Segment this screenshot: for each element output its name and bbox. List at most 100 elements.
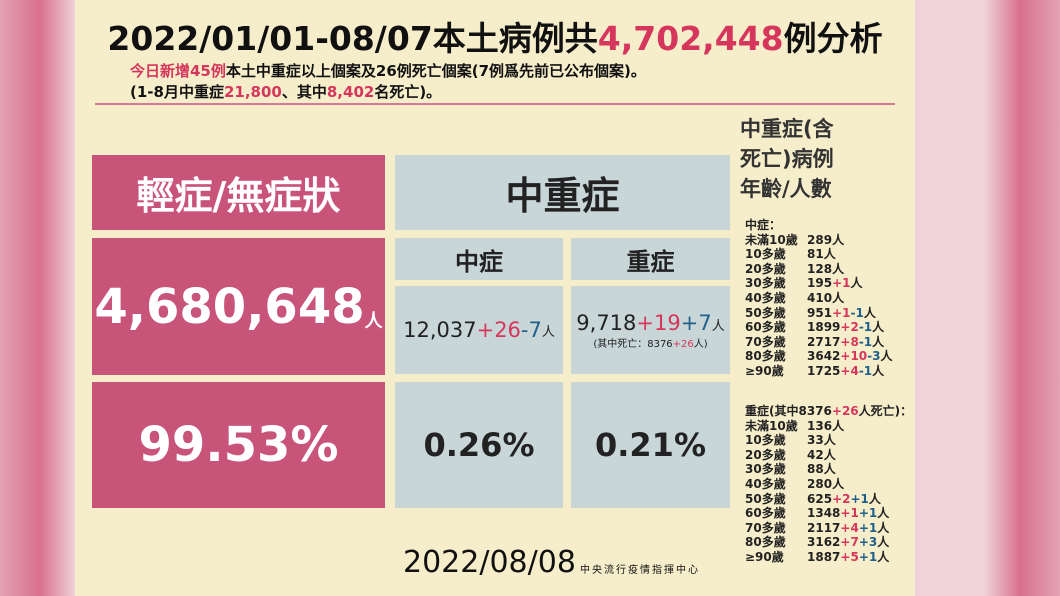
count: 128 <box>807 261 833 276</box>
unit: 人 <box>832 418 845 433</box>
change: -1 <box>858 320 873 335</box>
subtitle-text: 今日新增45例 <box>130 62 226 80</box>
count: 3162 <box>807 535 841 550</box>
title-number: 4,702,448 <box>597 19 784 58</box>
unit: 人 <box>850 276 863 291</box>
title: 2022/01/01-08/07本土病例共4,702,448例分析 <box>75 12 915 60</box>
divider <box>95 103 895 105</box>
unit: 人 <box>832 476 845 491</box>
subtitle: (1-8月中重症21,800、其中8,402名死亡)。 <box>130 81 441 102</box>
count: 280 <box>807 476 833 491</box>
subtitle-text: 、其中 <box>281 83 327 101</box>
subtitle-text: 本土中重症以上個案及26例死亡個案(7例爲先前已公布個案)。 <box>225 62 646 80</box>
change: +1 <box>858 549 878 564</box>
unit: 人 <box>832 261 845 276</box>
unit: 人 <box>823 447 836 462</box>
count: 33 <box>807 433 824 448</box>
value: 12,037 <box>403 318 477 342</box>
age-row: 未滿10歲 289人 <box>745 233 893 248</box>
age-row: ≥90歲 1725+4-1人 <box>745 364 893 379</box>
change: +7 <box>840 535 859 550</box>
subtitle-text: (1-8月中重症 <box>130 83 224 101</box>
count: 951 <box>807 305 833 320</box>
label-text: 重症(其中8376 <box>745 404 832 418</box>
count: 1725 <box>807 363 841 378</box>
unit: 人 <box>863 305 876 320</box>
age-row: 70多歲 2117+4+1人 <box>745 521 912 536</box>
change: +4 <box>840 520 859 535</box>
moderate-list: 中症： 未滿10歲 289人 10多歲 81人 20多歲 128人 30多歲 195+1人 40多… <box>745 218 893 379</box>
age: 40多歲 <box>745 476 786 491</box>
note-text: +26 <box>672 338 694 350</box>
change: +19 <box>636 310 681 335</box>
unit: 人 <box>872 320 885 335</box>
change: -3 <box>867 349 881 364</box>
unit: 人 <box>877 549 890 564</box>
count: 1887 <box>807 549 841 564</box>
change: +1 <box>832 305 851 320</box>
age: 20多歲 <box>745 261 786 276</box>
age: 50多歲 <box>745 491 786 506</box>
age: 70多歲 <box>745 334 786 349</box>
change: +7 <box>680 310 712 335</box>
age-row: 60多歲 1899+2-1人 <box>745 320 893 335</box>
critical-header: 重症 <box>571 238 730 280</box>
change: +4 <box>840 363 859 378</box>
age-row: 50多歲 951+1-1人 <box>745 306 893 321</box>
unit: 人 <box>832 290 845 305</box>
age: 20多歲 <box>745 447 786 462</box>
unit: 人 <box>364 311 383 332</box>
unit: 人 <box>823 247 836 262</box>
change: -1 <box>858 363 873 378</box>
age: 10多歲 <box>745 433 786 448</box>
age-row: 40多歲 410人 <box>745 291 893 306</box>
change: +1 <box>858 506 878 521</box>
age: 40多歲 <box>745 290 786 305</box>
age: ≥90歲 <box>745 363 784 378</box>
unit: 人 <box>868 491 881 506</box>
age-row: 未滿10歲 136人 <box>745 419 912 434</box>
unit: 人 <box>877 506 890 521</box>
age: 50多歲 <box>745 305 786 320</box>
change: -1 <box>858 334 873 349</box>
age-row: 60多歲 1348+1+1人 <box>745 506 912 521</box>
age: 60多歲 <box>745 320 786 335</box>
count: 2717 <box>807 334 841 349</box>
age-row: 30多歲 195+1人 <box>745 276 893 291</box>
unit: 人 <box>541 324 555 340</box>
change: +26 <box>476 318 521 342</box>
unit: 人 <box>872 334 885 349</box>
age-row: 20多歲 128人 <box>745 262 893 277</box>
age-row: ≥90歲 1887+5+1人 <box>745 550 912 565</box>
subtitle-text: 21,800 <box>223 83 282 101</box>
label-text: 人死亡)： <box>858 404 913 418</box>
side-title-line: 年齡/人數 <box>740 177 832 201</box>
label-text: 中症： <box>745 218 782 232</box>
mild-value: 4,680,648 人 <box>92 238 385 375</box>
age: 70多歲 <box>745 520 786 535</box>
mild-percent: 99.53% <box>92 382 385 508</box>
change: +2 <box>840 320 859 335</box>
source: 中央流行疫情指揮中心 <box>580 565 700 576</box>
age-row: 80多歲 3162+7+3人 <box>745 535 912 550</box>
unit: 人 <box>711 318 725 334</box>
list-label: 重症(其中8376+26人死亡)： <box>745 404 912 419</box>
side-title: 中重症(含 死亡)病例 年齡/人數 <box>740 114 834 204</box>
count: 2117 <box>807 520 841 535</box>
critical-percent: 0.21% <box>571 382 730 508</box>
moderate-header: 中症 <box>395 238 563 280</box>
change: +2 <box>832 491 851 506</box>
side-title-line: 中重症(含 <box>740 117 834 141</box>
count: 88 <box>807 462 824 477</box>
change: +1 <box>850 491 869 506</box>
unit: 人 <box>880 349 893 364</box>
age-row: 70多歲 2717+8-1人 <box>745 335 893 350</box>
count: 289 <box>807 232 833 247</box>
note: (其中死亡：8376+26人) <box>593 335 707 350</box>
count: 81 <box>807 247 824 262</box>
age: 未滿10歲 <box>745 418 798 433</box>
age: 30多歲 <box>745 276 786 291</box>
age-row: 80多歲 3642+10-3人 <box>745 349 893 364</box>
subtitle: 今日新增45例本土中重症以上個案及26例死亡個案(7例爲先前已公布個案)。 <box>130 60 646 81</box>
